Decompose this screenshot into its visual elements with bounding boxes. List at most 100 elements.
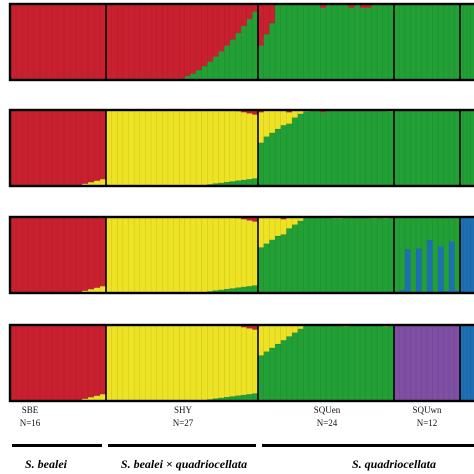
ancestry-bar-segment-red (39, 216, 47, 294)
ancestry-bar-segment-green (303, 111, 310, 187)
ancestry-bar-segment-red (93, 324, 101, 396)
ancestry-bar-segment-red (63, 324, 71, 402)
ancestry-bar-segment-yellow (150, 324, 158, 402)
ancestry-bar-segment-yellow (167, 109, 175, 187)
ancestry-bar-segment-green (443, 109, 450, 187)
ancestry-bar-segment-green (337, 109, 344, 187)
ancestry-bar-segment-green (325, 216, 333, 294)
ancestry-bar-segment-red (27, 109, 35, 187)
ancestry-bar-segment-yellow (274, 216, 282, 237)
ancestry-bar-segment-green (393, 3, 400, 81)
ancestry-bar-segment-yellow (224, 216, 231, 290)
ancestry-bar-segment-yellow (224, 109, 231, 183)
ancestry-bar-segment-red (33, 109, 41, 187)
ancestry-bar-segment-yellow (207, 216, 214, 292)
ancestry-bar-segment-red (21, 324, 29, 402)
ancestry-bar-segment-red (45, 109, 53, 187)
ancestry-bar-segment-yellow (274, 324, 282, 345)
ancestry-bar-segment-purple (404, 324, 411, 402)
ancestry-bar-segment-yellow (240, 327, 248, 396)
ancestry-bar-segment-green (342, 109, 350, 187)
ancestry-bar-segment-yellow (218, 109, 225, 183)
ancestry-bar-segment-red (21, 3, 29, 81)
ancestry-bar-segment-yellow (156, 324, 163, 402)
ancestry-bar-segment-green (297, 328, 304, 402)
ancestry-bar-segment-yellow (195, 109, 203, 186)
species-group-bar (12, 444, 102, 447)
ancestry-bar-segment-red (21, 216, 29, 294)
ancestry-bar-segment-green (337, 324, 344, 402)
ancestry-bar-segment-green (303, 216, 310, 294)
ancestry-bar-segment-red (201, 3, 208, 67)
ancestry-bar-segment-red (57, 324, 65, 402)
ancestry-bar-segment-green (466, 109, 471, 187)
ancestry-bar-segment-blue (426, 239, 433, 294)
ancestry-bar-segment-green (303, 324, 310, 402)
ancestry-bar-segment-yellow (105, 324, 113, 402)
ancestry-bar-segment-green (415, 109, 422, 187)
ancestry-bar-segment-yellow (274, 109, 282, 130)
ancestry-bar-segment-yellow (263, 324, 270, 352)
ancestry-bar-segment-yellow (173, 109, 180, 187)
ancestry-bar-segment-green (280, 3, 287, 81)
ancestry-bar-segment-red (39, 3, 47, 81)
panel-frame (8, 2, 474, 82)
ancestry-bar-segment-green (443, 216, 450, 291)
ancestry-bar-segment-yellow (162, 324, 169, 402)
ancestry-bar-segment-yellow (145, 324, 152, 402)
ancestry-bar-segment-red (224, 3, 231, 46)
ancestry-bar-segment-green (382, 109, 389, 187)
ancestry-bar-segment-yellow (190, 109, 197, 187)
ancestry-bar-segment-red (150, 3, 158, 81)
ancestry-bar-segment-red (240, 3, 248, 27)
ancestry-bar-segment-green (437, 3, 444, 81)
ancestry-bar-segment-green (376, 109, 384, 187)
ancestry-bar-segment-green (371, 218, 378, 294)
ancestry-bar-segment-green (415, 3, 422, 81)
ancestry-bar-segment-yellow (117, 216, 124, 294)
ancestry-bar-segment-red (69, 216, 77, 294)
ancestry-bar-segment-green (348, 324, 355, 402)
ancestry-bar-segment-red (246, 3, 253, 20)
ancestry-bar-segment-green (393, 109, 400, 187)
ancestry-bar-segment-green (291, 117, 299, 187)
ancestry-bar-segment-green (269, 132, 276, 187)
ancestry-bar-segment-green (263, 34, 270, 81)
ancestry-bar-segment-green (448, 3, 455, 81)
ancestry-bar-segment-green (280, 125, 287, 187)
ancestry-bar-segment-red (57, 3, 65, 81)
ancestry-bar-segment-red (195, 3, 203, 71)
ancestry-bar-segment-purple (448, 324, 455, 402)
ancestry-bar-segment-red (122, 3, 129, 81)
ancestry-bar-segment-green (354, 216, 361, 294)
ancestry-bar-segment-green (263, 136, 270, 187)
ancestry-bar-segment-yellow (269, 324, 276, 348)
ancestry-bar-segment-green (359, 324, 367, 402)
ancestry-bar-segment-yellow (218, 324, 225, 398)
ancestry-bar-segment-red (190, 3, 197, 74)
species-group-label: S. bealei × quadriocellata (121, 457, 247, 471)
ancestry-bar-segment-green (274, 235, 282, 294)
ancestry-bar-segment-green (410, 109, 417, 187)
ancestry-bar-segment-yellow (235, 217, 242, 288)
ancestry-bar-segment-purple (432, 324, 439, 402)
ancestry-bar-segment-green (359, 7, 367, 81)
ancestry-bar-segment-green (399, 216, 406, 291)
ancestry-bar-segment-green (274, 343, 282, 402)
ancestry-bar-segment-green (274, 128, 282, 187)
ancestry-bar-segment-purple (399, 324, 406, 402)
ancestry-bar-segment-green (224, 45, 231, 81)
ancestry-bar-segment-green (432, 109, 439, 187)
ancestry-bar-segment-red (162, 3, 169, 81)
ancestry-bar-segment-yellow (280, 219, 287, 235)
ancestry-bar-segment-yellow (286, 216, 293, 229)
ancestry-bar-segment-green (269, 347, 276, 402)
ancestry-bar-segment-green (448, 109, 455, 187)
species-labels: S. bealei S. bealei × quadriocellata S. qu… (12, 444, 474, 471)
ancestry-bar-segment-purple (443, 324, 450, 402)
population-labels: SBE N=16 SHY N=27 SQUen N=24 SQUwn N=12 (20, 405, 442, 428)
ancestry-bar-segment-yellow (280, 109, 287, 126)
ancestry-bar-segment-yellow (240, 112, 248, 181)
ancestry-bar-segment-green (320, 7, 327, 81)
ancestry-bar-segment-green (426, 3, 433, 81)
